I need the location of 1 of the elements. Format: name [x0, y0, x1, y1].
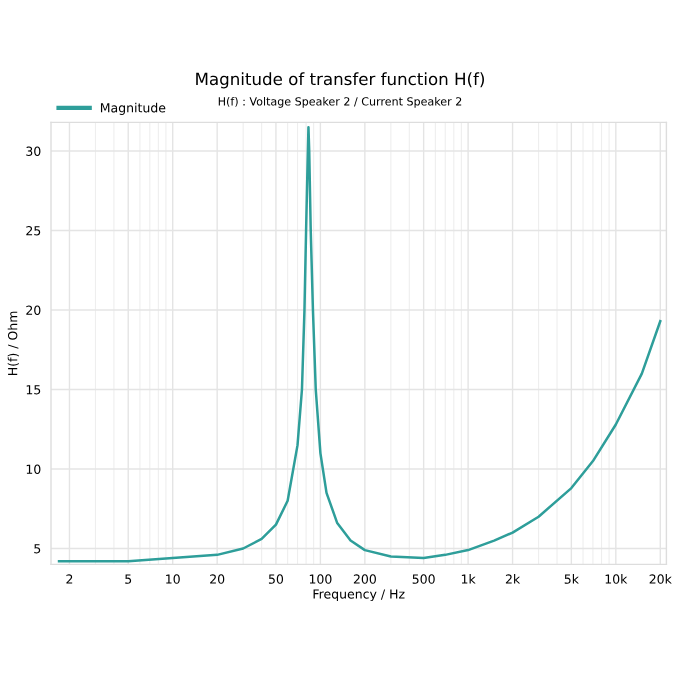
- chart-title: Magnitude of transfer function H(f): [196, 72, 484, 89]
